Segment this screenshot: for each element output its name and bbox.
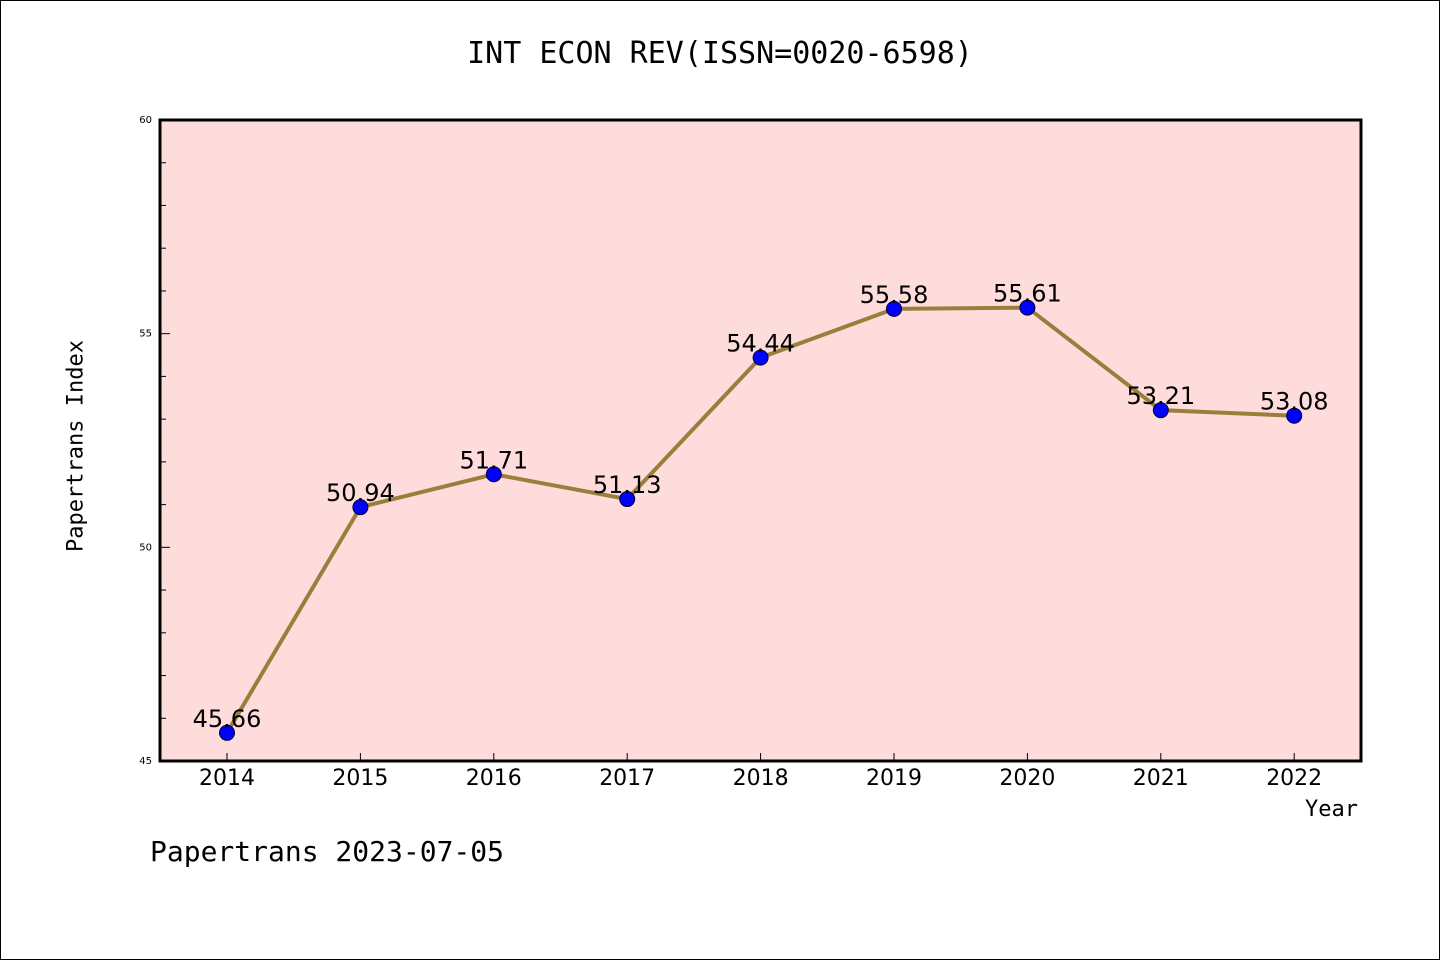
data-label: 54.44 — [726, 330, 795, 358]
data-label: 55.61 — [993, 280, 1062, 308]
data-point — [1152, 402, 1169, 419]
data-point — [619, 491, 636, 508]
chart-title: INT ECON REV(ISSN=0020-6598) — [467, 36, 973, 71]
x-tick-label: 2018 — [733, 766, 789, 791]
plot-border — [158, 118, 1363, 763]
x-tick-label: 2016 — [466, 766, 522, 791]
data-label: 51.13 — [593, 471, 662, 499]
data-points — [219, 299, 1303, 741]
data-point — [219, 724, 235, 741]
data-label: 50.94 — [326, 479, 395, 507]
data-point — [752, 349, 769, 366]
x-tick-label: 2015 — [332, 766, 388, 791]
y-tick-label: 55 — [139, 329, 152, 340]
x-tick-label: 2014 — [199, 766, 255, 791]
data-label: 45.66 — [193, 705, 262, 733]
x-axis-label: Year — [1305, 797, 1358, 822]
data-label: 53.08 — [1260, 388, 1329, 416]
x-axis-ticks: 2014 2015 2016 2017 2018 2019 2020 2021 2022 — [199, 753, 1322, 791]
x-tick-label: 2019 — [866, 766, 922, 791]
data-point — [352, 499, 369, 516]
data-label: 55.58 — [860, 281, 929, 309]
footer-text: Papertrans 2023-07-05 — [150, 835, 505, 868]
y-tick-label: 60 — [139, 115, 152, 126]
y-tick-label: 45 — [139, 756, 152, 767]
data-point — [886, 300, 902, 317]
data-point — [1286, 407, 1303, 424]
y-tick-label: 50 — [139, 542, 152, 553]
data-labels: 45.66 50.94 51.71 51.13 54.44 55.58 55.61 53.21… — [193, 280, 1329, 733]
x-tick-label: 2021 — [1133, 766, 1189, 791]
data-label: 53.21 — [1126, 382, 1195, 410]
x-tick-label: 2017 — [599, 766, 655, 791]
plot-area — [160, 120, 1361, 761]
data-point — [485, 466, 502, 483]
x-tick-label: 2022 — [1266, 766, 1322, 791]
x-tick-label: 2020 — [999, 766, 1055, 791]
data-point — [1019, 299, 1036, 316]
data-label: 51.71 — [459, 446, 528, 474]
